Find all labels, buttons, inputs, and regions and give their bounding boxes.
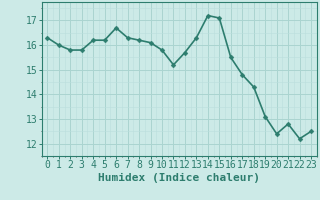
X-axis label: Humidex (Indice chaleur): Humidex (Indice chaleur) — [98, 173, 260, 183]
